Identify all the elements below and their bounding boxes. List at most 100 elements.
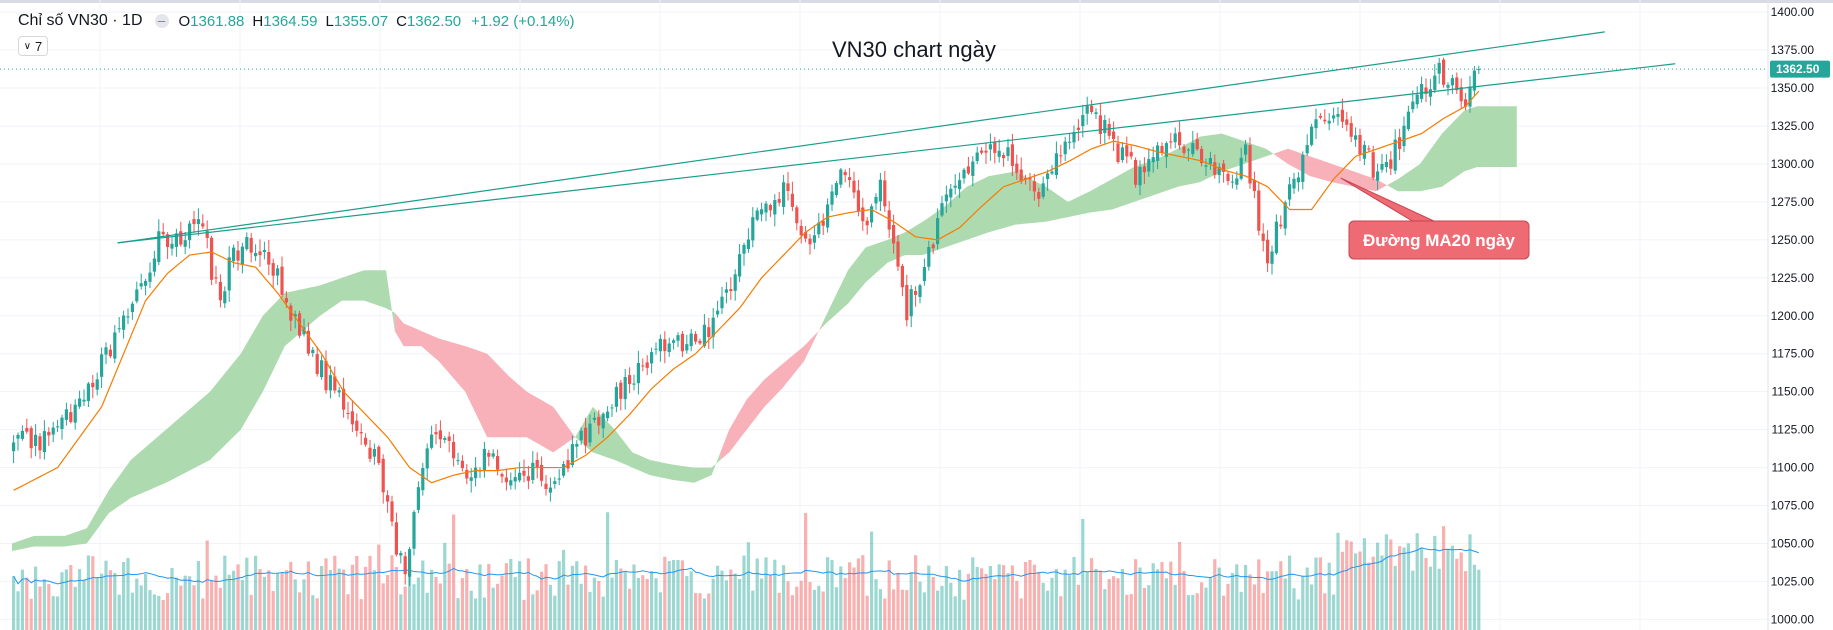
indicators-collapse-button[interactable]: ∨ 7	[18, 36, 48, 56]
volume-bar	[1195, 593, 1199, 630]
volume-bar	[1081, 518, 1085, 630]
candle-body	[1112, 131, 1116, 140]
candle-body	[1054, 153, 1058, 175]
volume-bar	[232, 570, 236, 630]
candle-body	[614, 386, 618, 407]
candles[interactable]	[12, 57, 1481, 586]
candle-body	[293, 314, 297, 317]
candle-body	[1068, 141, 1072, 143]
volume-bar	[311, 595, 315, 630]
volume-bar	[425, 592, 429, 630]
candle-body	[518, 472, 522, 481]
volume-bar	[51, 596, 55, 630]
candle-body	[1420, 83, 1424, 99]
candle-body	[1283, 202, 1287, 229]
candle-body	[487, 452, 491, 457]
volume-bar	[1261, 593, 1265, 630]
volume-bar	[1156, 569, 1160, 630]
candle-body	[909, 289, 913, 317]
volume-bar	[834, 587, 838, 630]
volume-bar	[210, 580, 214, 630]
volume-bar	[227, 574, 231, 630]
legend-bar: Chỉ số VN30 · 1D – O 1361.88 H 1364.59 L 13…	[18, 12, 575, 30]
volume-bar	[936, 590, 940, 630]
volume-bar	[927, 565, 931, 630]
price-tick-label: 1050.00	[1771, 536, 1815, 550]
volume-bar	[544, 564, 548, 630]
candle-body	[601, 413, 605, 429]
candle-body	[1252, 179, 1256, 192]
volume-bar	[1129, 594, 1133, 630]
trendline[interactable]	[117, 63, 1676, 244]
volume-bar	[892, 589, 896, 630]
candle-body	[760, 209, 764, 215]
candle-body	[434, 432, 438, 435]
volume-bar	[887, 560, 891, 630]
candle-body	[298, 313, 302, 336]
candle-body	[210, 237, 214, 280]
volume-bar	[205, 540, 209, 630]
candle-body	[636, 362, 640, 384]
volume-bar	[328, 569, 332, 630]
volume-bar	[1182, 571, 1186, 630]
volume-bar	[1028, 560, 1032, 630]
candle-body	[122, 315, 126, 330]
volume-bar	[707, 593, 711, 630]
volume-bar	[29, 598, 33, 630]
candle-body	[812, 235, 816, 243]
volume-bar	[641, 575, 645, 630]
volume-bar	[1252, 584, 1256, 630]
ma20-annotation[interactable]: Đường MA20 ngày	[1340, 177, 1530, 260]
volume-bar	[333, 555, 337, 630]
cloud-bearish	[394, 312, 576, 453]
candle-body	[1204, 165, 1208, 167]
volume-bar	[509, 558, 513, 630]
candle-body	[245, 237, 249, 250]
volume-bar	[993, 579, 997, 630]
volume-bar	[1433, 535, 1437, 630]
candle-body	[474, 467, 478, 479]
trendline[interactable]	[117, 31, 1605, 244]
volume-bar	[764, 557, 768, 630]
volume-bar	[1415, 533, 1419, 630]
candle-body	[430, 434, 434, 448]
volume-bar	[1120, 568, 1124, 630]
volume-bar	[773, 559, 777, 630]
candle-body	[834, 183, 838, 196]
candle-body	[1261, 233, 1265, 241]
candle-body	[575, 443, 579, 447]
candle-body	[1156, 145, 1160, 161]
volume-bar	[95, 577, 99, 630]
symbol-menu-icon[interactable]: –	[154, 14, 169, 28]
symbol-title[interactable]: Chỉ số VN30 · 1D	[18, 12, 143, 29]
volume-bar	[390, 555, 394, 630]
candle-body	[394, 522, 398, 555]
candle-body	[724, 289, 728, 293]
candle-body	[1446, 84, 1450, 88]
volume-bar	[526, 558, 530, 630]
volume-bar	[535, 590, 539, 630]
trendlines[interactable]	[117, 31, 1676, 244]
candle-body	[1336, 114, 1340, 117]
volume-bar	[663, 556, 667, 630]
volume-bar	[724, 580, 728, 630]
volume-bar	[60, 572, 64, 630]
volume-bar	[601, 596, 605, 630]
volume-bar	[416, 577, 420, 630]
candle-body	[460, 460, 464, 469]
candle-body	[962, 169, 966, 179]
candle-body	[720, 296, 724, 309]
price-axis[interactable]: 1000.00 1025.00 1050.00 1075.00 1100.00 1125.…	[1767, 0, 1815, 630]
candle-body	[1134, 160, 1138, 185]
candle-body	[509, 480, 513, 486]
price-tick-label: 1375.00	[1771, 43, 1815, 57]
candle-body	[1094, 112, 1098, 115]
volume-bar	[460, 578, 464, 630]
volume-bar	[623, 572, 627, 630]
candle-body	[874, 196, 878, 204]
candle-body	[944, 194, 948, 202]
candle-body	[25, 428, 29, 432]
candle-body	[1450, 78, 1454, 86]
volume-bar	[157, 595, 161, 630]
